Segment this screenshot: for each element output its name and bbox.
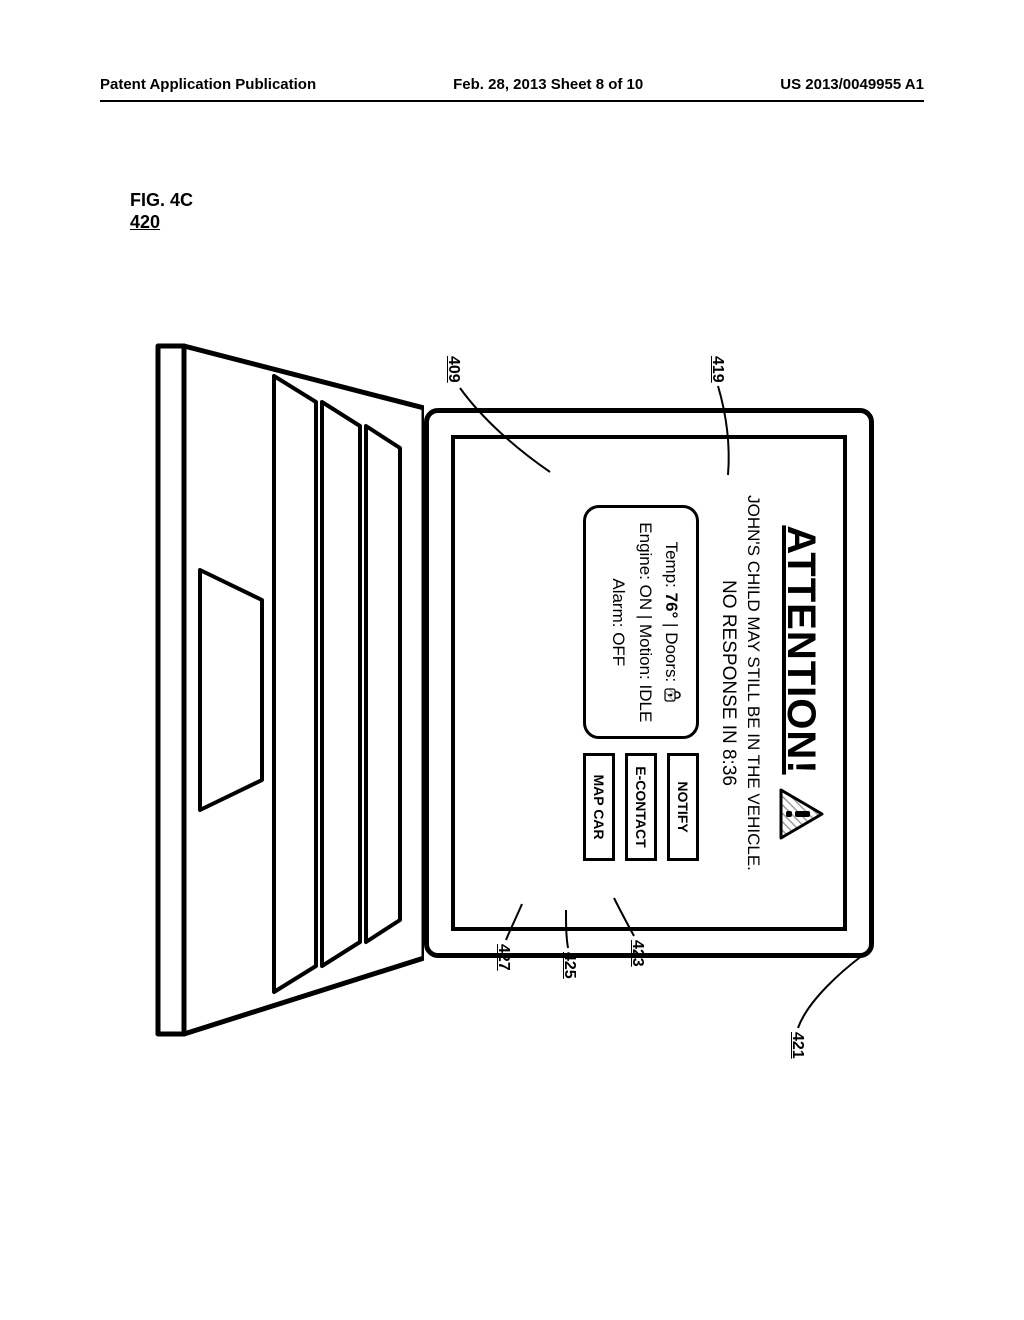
laptop-screen: ATTENTION! JOHN'S CHILD MAY STILL BE IN … (451, 435, 847, 931)
laptop-screen-bezel: ATTENTION! JOHN'S CHILD MAY STILL BE IN … (424, 408, 874, 958)
alert-message-1: JOHN'S CHILD MAY STILL BE IN THE VEHICLE… (743, 495, 763, 871)
status-line-2: Engine: ON | Motion: IDLE (631, 522, 657, 722)
ref-425: 425 (560, 952, 578, 979)
lock-icon (664, 687, 682, 703)
map-car-button[interactable]: MAP CAR (583, 753, 615, 860)
alert-bottom-row: Temp: 76° | Doors: (583, 453, 699, 913)
header-center: Feb. 28, 2013 Sheet 8 of 10 (453, 76, 643, 93)
figure-number: 420 (130, 212, 160, 233)
ref-419: 419 (708, 356, 726, 383)
alert-title-row: ATTENTION! (777, 525, 825, 840)
e-contact-button[interactable]: E-CONTACT (625, 753, 657, 860)
figure-label: FIG. 4C (130, 190, 193, 211)
status-line-3: Alarm: OFF (605, 522, 631, 722)
notify-button[interactable]: NOTIFY (667, 753, 699, 860)
ref-409: 409 (444, 356, 462, 383)
temp-label: Temp: (662, 542, 681, 593)
alert-title: ATTENTION! (779, 525, 824, 774)
vehicle-status-box: Temp: 76° | Doors: (583, 505, 699, 739)
header-left: Patent Application Publication (100, 76, 316, 93)
page-header: Patent Application Publication Feb. 28, … (0, 76, 1024, 93)
alert-message-2: NO RESPONSE IN 8:36 (717, 580, 739, 786)
status-line-1: Temp: 76° | Doors: (658, 522, 684, 722)
temp-value: 76° (662, 593, 681, 619)
header-rule (100, 100, 924, 102)
figure-container: ATTENTION! JOHN'S CHILD MAY STILL BE IN … (148, 260, 878, 1130)
warning-icon (777, 787, 825, 841)
header-right: US 2013/0049955 A1 (780, 76, 924, 93)
ref-423: 423 (628, 940, 646, 967)
ref-427: 427 (494, 944, 512, 971)
action-buttons: NOTIFY E-CONTACT MAP CAR (583, 753, 699, 860)
ref-421: 421 (788, 1032, 806, 1059)
doors-label: | Doors: (662, 618, 681, 687)
laptop-base (149, 340, 424, 1040)
